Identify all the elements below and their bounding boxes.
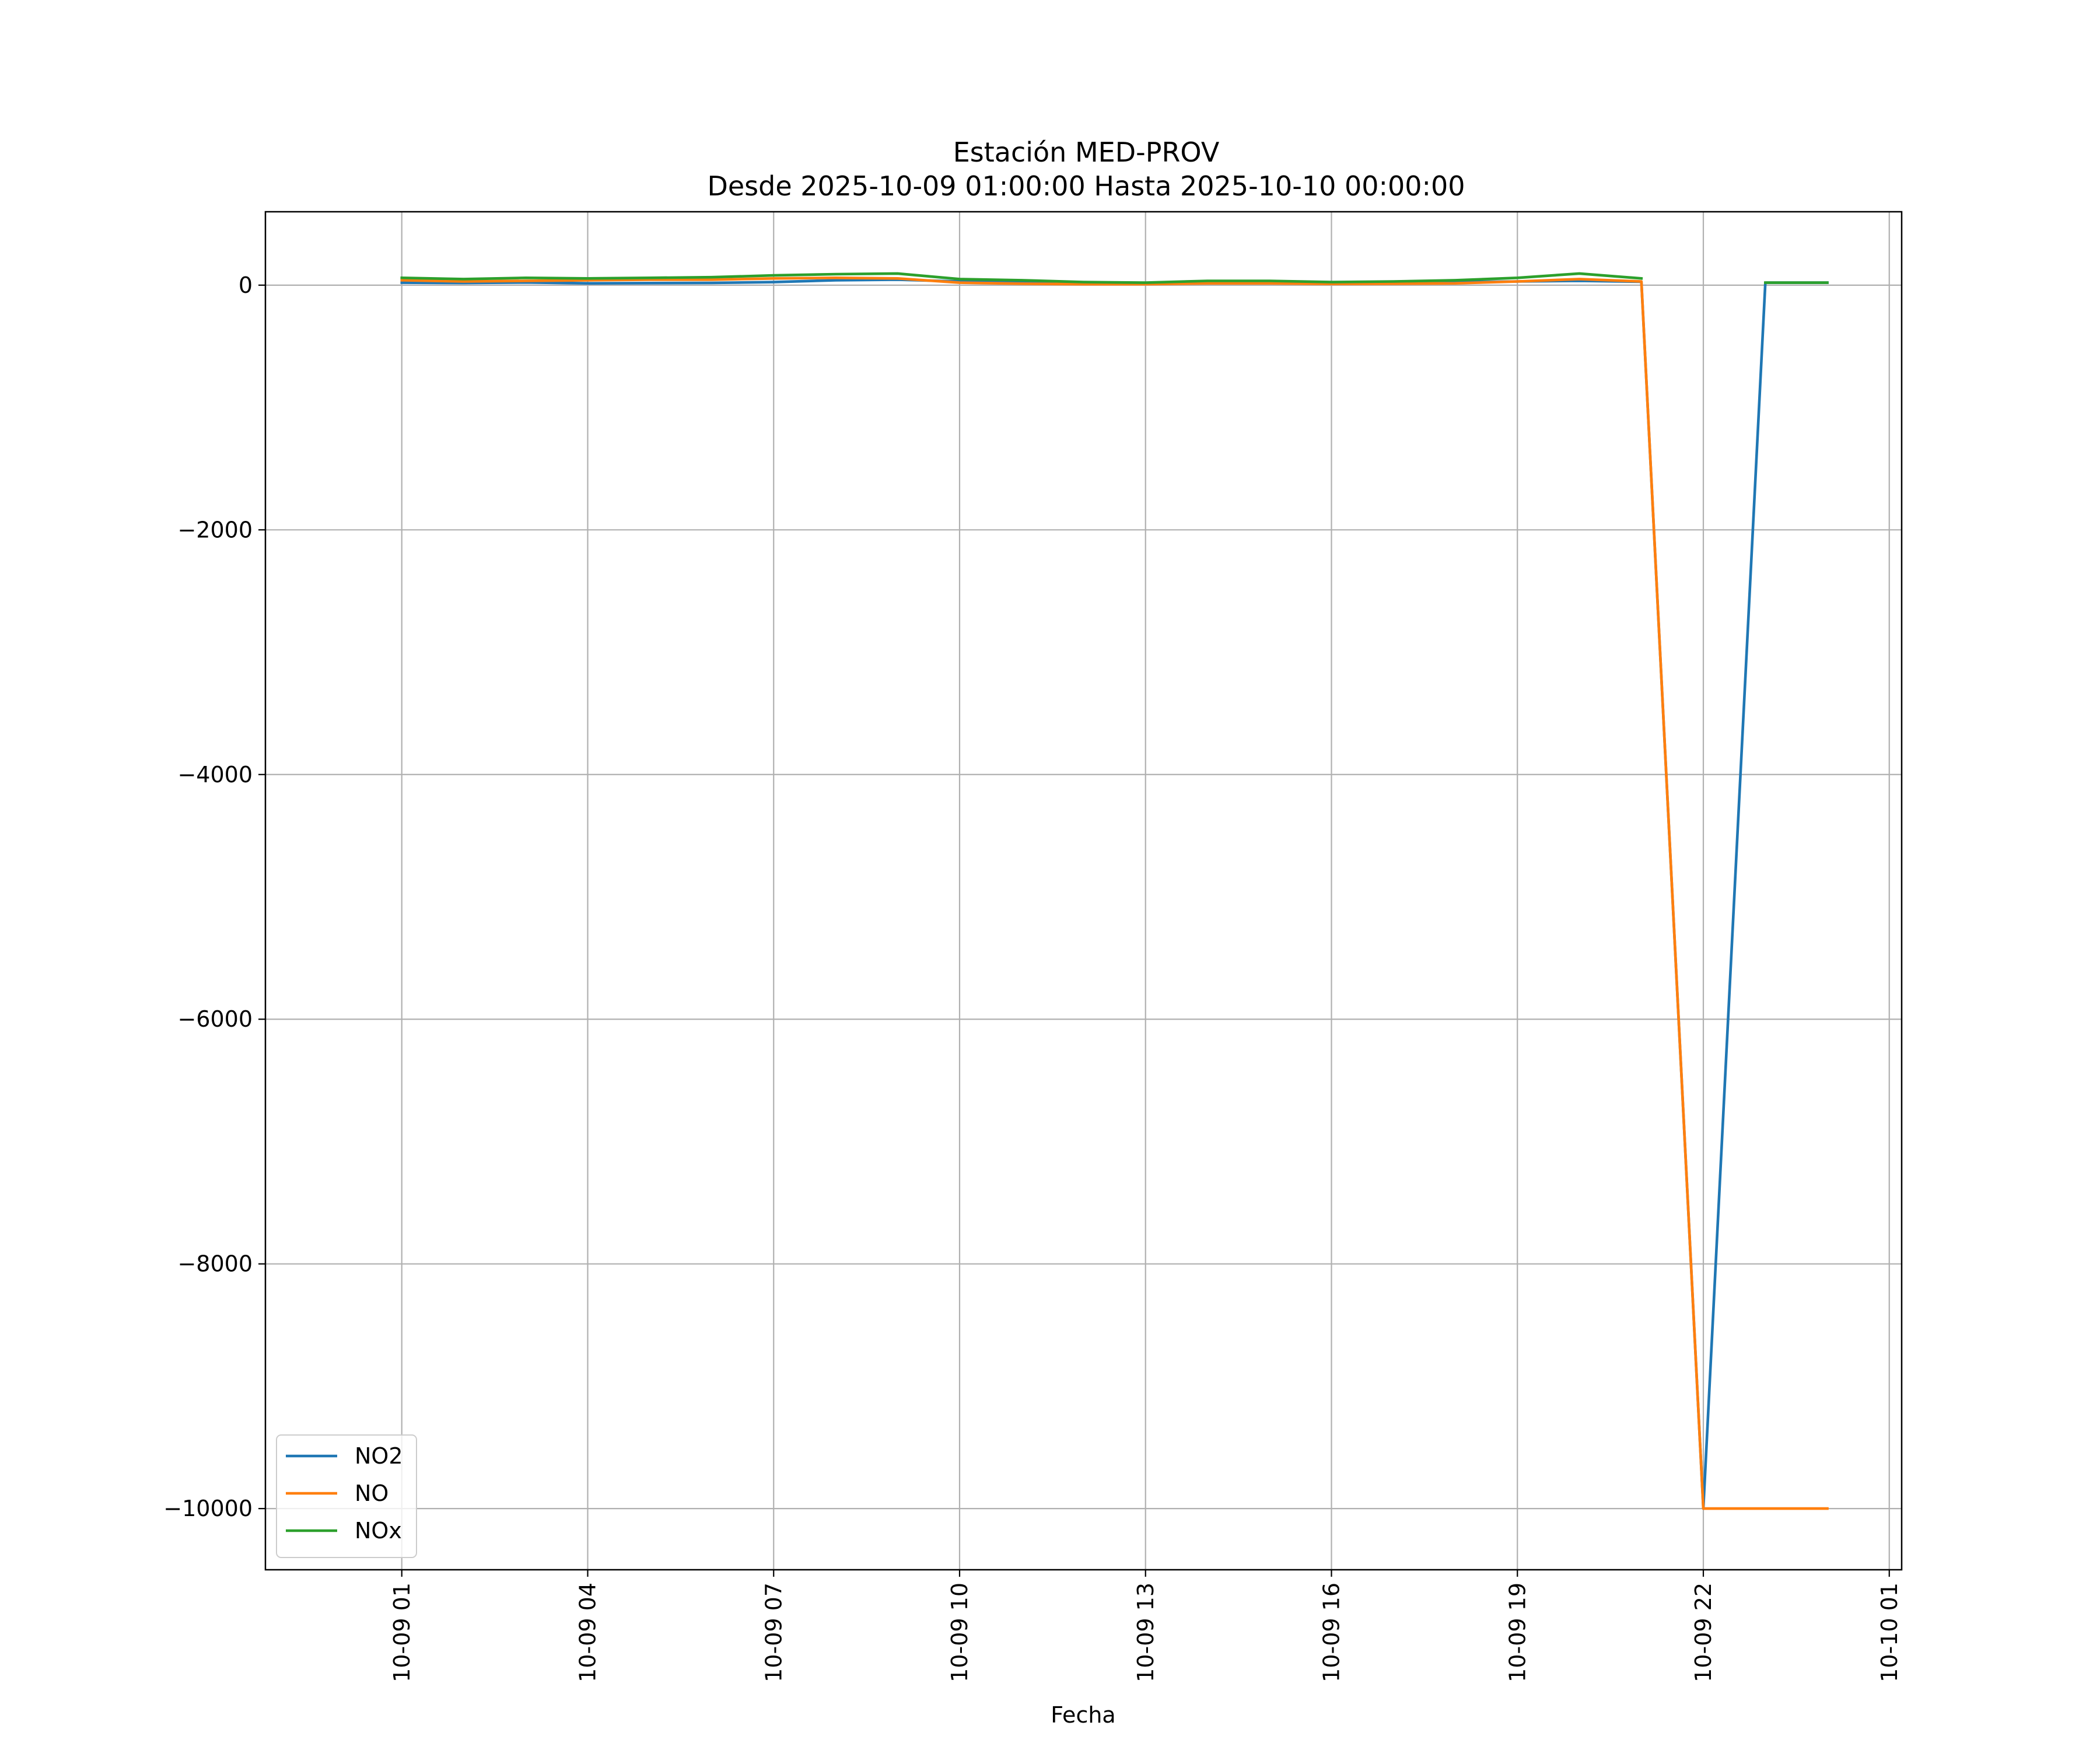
series-line-nox (400, 272, 1829, 284)
x-axis: 10-09 01 10-09 04 10-09 07 10-09 10 10-09 13… (389, 1570, 1902, 1682)
legend-label-no: NO (355, 1480, 388, 1506)
x-tick-label: 10-09 13 (1133, 1583, 1158, 1682)
x-tick-label: 10-09 19 (1504, 1583, 1530, 1682)
series-line-no (400, 276, 1829, 1510)
y-tick-label: 0 (239, 272, 253, 298)
y-tick-label: −2000 (177, 517, 253, 542)
y-tick-label: −6000 (177, 1006, 253, 1032)
x-tick-label: 10-09 16 (1319, 1583, 1345, 1682)
legend-box (276, 1434, 417, 1558)
x-tick-label: 10-09 10 (947, 1583, 972, 1682)
legend-label-no2: NO2 (355, 1443, 403, 1469)
y-axis: 0 −2000 −4000 −6000 −8000 −10000 (163, 272, 265, 1521)
x-tick-label: 10-10 01 (1877, 1583, 1902, 1682)
legend: NO2 NO NOx (276, 1434, 417, 1558)
y-tick-label: −10000 (163, 1496, 253, 1521)
chart-title: Estación MED-PROV (953, 136, 1220, 168)
x-tick-label: 10-09 04 (575, 1583, 601, 1682)
x-tick-label: 10-09 01 (389, 1583, 415, 1682)
series-lines (400, 272, 1829, 1510)
plot-frame (264, 211, 1903, 1571)
y-tick-label: −4000 (177, 762, 253, 788)
x-tick-label: 10-09 07 (761, 1583, 786, 1682)
x-axis-label: Fecha (1051, 1702, 1115, 1728)
chart-subtitle: Desde 2025-10-09 01:00:00 Hasta 2025-10-… (707, 170, 1465, 202)
x-tick-label: 10-09 22 (1690, 1583, 1716, 1682)
y-tick-label: −8000 (177, 1251, 253, 1277)
legend-label-nox: NOx (355, 1518, 402, 1544)
